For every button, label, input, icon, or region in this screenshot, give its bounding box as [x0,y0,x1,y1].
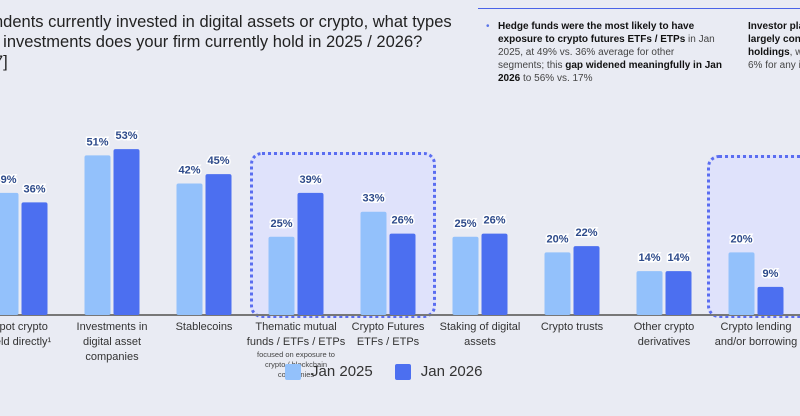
legend-item-jan-2025: Jan 2025 [285,363,373,381]
title-line: t investments does your firm currently h… [0,33,423,51]
data-label: 53% [115,130,137,142]
category-label: Staking of digital assets [439,321,521,348]
bar [481,233,508,315]
legend-item-jan-2026: Jan 2026 [394,363,482,381]
data-label: 14% [667,252,689,264]
bar [665,271,692,315]
legend: Jan 2025 Jan 2026 [285,363,482,381]
data-label: 33% [362,193,384,205]
bar [268,236,295,315]
bar [573,246,600,315]
category-label: Crypto trusts [540,321,604,333]
data-label: 22% [575,227,597,239]
category-label: Stablecoins [175,321,233,333]
bar [389,233,416,315]
data-label: 39% [299,174,321,186]
note-hedge-funds: Hedge funds were the most likely to have… [486,20,723,85]
bar [84,155,111,315]
bar [728,252,755,315]
data-label: 26% [483,215,505,227]
category-label: Crypto Futures ETFs / ETPs [351,321,425,348]
data-label: 45% [207,155,229,167]
bar [452,236,479,315]
title-line: ndents currently invested in digital ass… [0,13,452,31]
chart-title: ndents currently invested in digital ass… [0,12,452,72]
divider [478,8,800,9]
bar [360,211,387,315]
data-label: 25% [454,218,476,230]
category-label: Spot cryptoheld directly¹ [0,321,52,348]
category-label: Crypto lending and/or borrowing [714,321,798,348]
data-label: 51% [86,136,108,148]
data-label: 20% [546,233,568,245]
data-label: 26% [391,215,413,227]
bar [297,192,324,315]
data-label: 9% [763,268,779,280]
data-label: 39% [0,174,17,186]
bar [176,183,203,315]
bar [544,252,571,315]
bar [757,286,784,315]
bar [636,271,663,315]
data-label: 42% [178,165,200,177]
data-label: 36% [23,183,45,195]
category-label: Other crypto derivatives [633,321,695,348]
bar [205,174,232,315]
bar [113,149,140,315]
data-label: 25% [270,218,292,230]
bar [21,202,48,315]
title-line: 7] [0,53,8,71]
bar [0,192,19,315]
category-label: Investments in digital asset companies [76,321,148,363]
data-label: 14% [638,252,660,264]
data-label: 20% [730,233,752,245]
note-investor-plans: Investor plans for t are largely consist… [748,20,800,72]
